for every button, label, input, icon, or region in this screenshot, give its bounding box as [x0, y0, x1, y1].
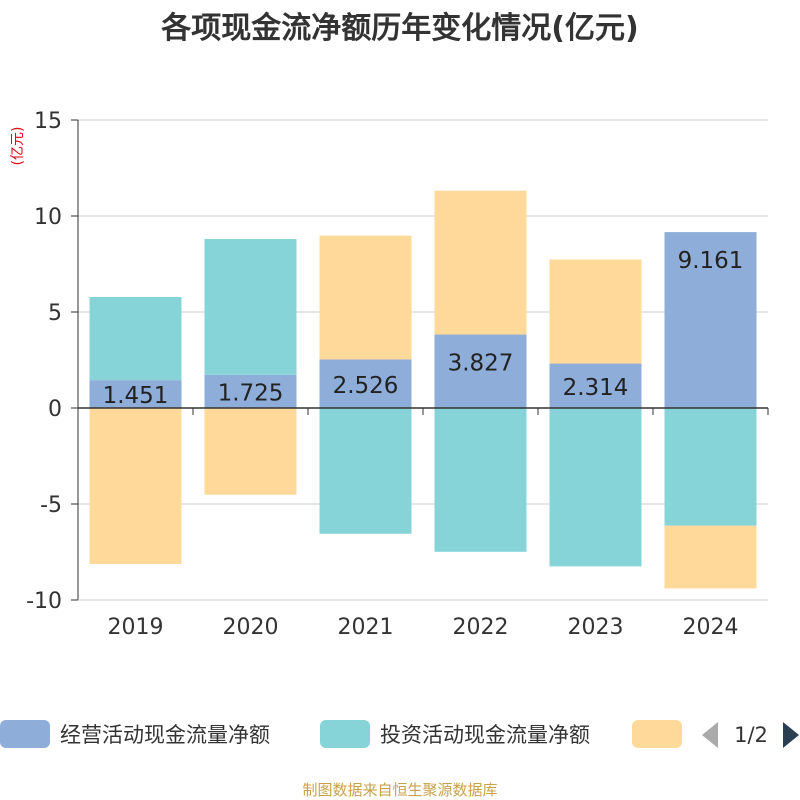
- x-tick-label: 2019: [108, 615, 164, 640]
- bar-series-1-2021[interactable]: [319, 408, 412, 534]
- y-tick-label: -5: [40, 493, 62, 518]
- bar-series-2-2019[interactable]: [89, 408, 182, 564]
- legend-next-arrow-icon[interactable]: [783, 722, 799, 748]
- data-source: 制图数据来自恒生聚源数据库: [302, 781, 497, 799]
- bar-series-1-2020[interactable]: [204, 238, 297, 375]
- legend-label-operating[interactable]: 经营活动现金流量净额: [60, 723, 270, 747]
- bar-series-0-2021[interactable]: [319, 359, 412, 408]
- y-tick-label: 0: [48, 397, 62, 422]
- bar-series-0-2019[interactable]: [89, 380, 182, 408]
- data-label: 3.827: [448, 351, 514, 377]
- data-labels: 1.451 1.725 2.526 3.827 2.314 9.161: [103, 248, 744, 409]
- bar-series-2-2023[interactable]: [549, 259, 642, 364]
- x-tick-label: 2021: [338, 615, 394, 640]
- legend-swatch-operating[interactable]: [0, 720, 50, 748]
- chart-title: 各项现金流净额历年变化情况(亿元): [160, 11, 638, 46]
- data-label: 2.526: [333, 373, 399, 399]
- legend: 经营活动现金流量净额 投资活动现金流量净额 1/2: [0, 720, 799, 748]
- bar-series-1-2024[interactable]: [664, 408, 757, 526]
- bar-series-0-2020[interactable]: [204, 374, 297, 408]
- x-tick-label: 2022: [453, 615, 509, 640]
- y-tick-label: -10: [26, 589, 62, 614]
- bar-series-2-2024[interactable]: [664, 525, 757, 589]
- bar-series-2-2020[interactable]: [204, 408, 297, 495]
- bar-series-1-2022[interactable]: [434, 408, 527, 552]
- bar-series-1-2023[interactable]: [549, 408, 642, 567]
- y-axis-unit: (亿元): [10, 127, 26, 166]
- bar-series-2-2021[interactable]: [319, 235, 412, 360]
- bar-series-2-2022[interactable]: [434, 190, 527, 335]
- x-tick-label: 2024: [683, 615, 739, 640]
- data-label: 9.161: [678, 248, 744, 274]
- data-label: 1.725: [218, 380, 284, 406]
- x-tick-label: 2023: [568, 615, 624, 640]
- bar-series-0-2022[interactable]: [434, 334, 527, 408]
- legend-swatch-financing[interactable]: [632, 720, 682, 748]
- x-tick-label: 2020: [223, 615, 279, 640]
- legend-page-indicator: 1/2: [734, 723, 768, 747]
- bars: [89, 190, 757, 589]
- legend-label-investing[interactable]: 投资活动现金流量净额: [380, 723, 590, 747]
- y-tick-label: 15: [34, 109, 62, 134]
- y-tick-label: 10: [34, 205, 62, 230]
- bar-series-0-2023[interactable]: [549, 363, 642, 408]
- bar-series-1-2019[interactable]: [89, 297, 182, 381]
- legend-prev-arrow-icon[interactable]: [702, 722, 718, 748]
- legend-swatch-investing[interactable]: [320, 720, 370, 748]
- y-tick-label: 5: [48, 301, 62, 326]
- bar-series-0-2024[interactable]: [664, 232, 757, 408]
- axes: -10 -5 0 5 10 15 2019 2020 2021 2022 2023 2024: [26, 109, 769, 640]
- data-label: 2.314: [563, 375, 629, 401]
- data-label: 1.451: [103, 383, 169, 409]
